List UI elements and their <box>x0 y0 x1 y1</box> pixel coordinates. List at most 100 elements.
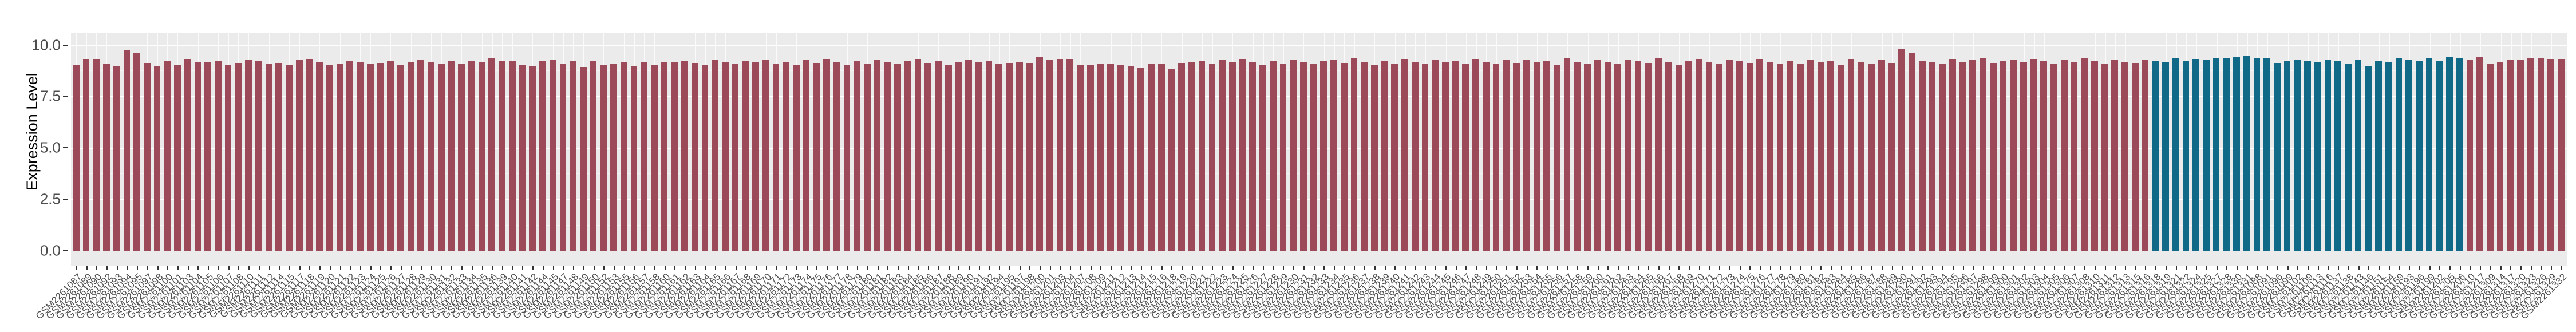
bar[interactable] <box>1980 58 1986 251</box>
bar-cell[interactable] <box>1136 33 1146 251</box>
bar-cell[interactable] <box>2100 33 2110 251</box>
bar-cell[interactable] <box>548 33 558 251</box>
bar-cell[interactable] <box>1045 33 1055 251</box>
bar-cell[interactable] <box>2515 33 2526 251</box>
bar-cell[interactable] <box>700 33 710 251</box>
bar[interactable] <box>2182 60 2190 251</box>
bar[interactable] <box>488 58 496 251</box>
bar-cell[interactable] <box>1318 33 1329 251</box>
bar[interactable] <box>1959 62 1966 251</box>
bar[interactable] <box>2030 58 2037 251</box>
bar[interactable] <box>2101 63 2108 251</box>
bar-cell[interactable] <box>588 33 599 251</box>
bar-cell[interactable] <box>426 33 436 251</box>
bar-cell[interactable] <box>1116 33 1126 251</box>
bar-cell[interactable] <box>1380 33 1390 251</box>
bar-cell[interactable] <box>1440 33 1451 251</box>
bar-cell[interactable] <box>629 33 639 251</box>
bar-cell[interactable] <box>183 33 193 251</box>
bar-cell[interactable] <box>376 33 386 251</box>
bar[interactable] <box>2050 64 2057 251</box>
bar[interactable] <box>1381 60 1388 251</box>
bar[interactable] <box>1046 60 1053 251</box>
bar-cell[interactable] <box>1055 33 1065 251</box>
bar[interactable] <box>945 65 952 251</box>
bar-cell[interactable] <box>1785 33 1795 251</box>
bar-cell[interactable] <box>1004 33 1014 251</box>
bar[interactable] <box>2010 60 2017 251</box>
bar-cell[interactable] <box>497 33 507 251</box>
bar-cell[interactable] <box>2242 33 2252 251</box>
bar[interactable] <box>1006 63 1013 251</box>
bar[interactable] <box>1533 62 1540 251</box>
bar-cell[interactable] <box>659 33 670 251</box>
bar-cell[interactable] <box>2282 33 2293 251</box>
bar[interactable] <box>843 64 851 251</box>
bar[interactable] <box>833 62 840 251</box>
bar-cell[interactable] <box>122 33 132 251</box>
bar-cell[interactable] <box>2404 33 2414 251</box>
bar[interactable] <box>1016 62 1023 251</box>
bar[interactable] <box>1523 60 1530 251</box>
bar-cell[interactable] <box>1176 33 1187 251</box>
bar-cell[interactable] <box>2140 33 2151 251</box>
bar[interactable] <box>2243 56 2250 251</box>
bar[interactable] <box>357 62 364 251</box>
bar[interactable] <box>1797 63 1804 251</box>
bar-cell[interactable] <box>1582 33 1593 251</box>
bar[interactable] <box>1624 59 1631 251</box>
bar[interactable] <box>1056 59 1064 251</box>
bar[interactable] <box>448 61 455 251</box>
bar[interactable] <box>93 59 100 251</box>
bar-cell[interactable] <box>740 33 750 251</box>
bar[interactable] <box>2162 62 2169 251</box>
bar-cell[interactable] <box>406 33 416 251</box>
bar-cell[interactable] <box>1623 33 1633 251</box>
bar-cell[interactable] <box>1593 33 1603 251</box>
bar[interactable] <box>1776 64 1784 251</box>
bar-cell[interactable] <box>2373 33 2384 251</box>
bar[interactable] <box>366 64 374 251</box>
bar[interactable] <box>2202 59 2210 251</box>
bar[interactable] <box>133 52 141 251</box>
bar[interactable] <box>1259 64 1266 251</box>
bar-cell[interactable] <box>923 33 933 251</box>
bar-cell[interactable] <box>1349 33 1360 251</box>
bar-cell[interactable] <box>2181 33 2191 251</box>
bar-cell[interactable] <box>1967 33 1978 251</box>
bar-cell[interactable] <box>1805 33 1816 251</box>
bar[interactable] <box>1726 60 1733 251</box>
bar[interactable] <box>2192 59 2199 251</box>
bar-cell[interactable] <box>2049 33 2059 251</box>
bar-cell[interactable] <box>1309 33 1319 251</box>
bar-cell[interactable] <box>2252 33 2262 251</box>
bar[interactable] <box>864 63 871 251</box>
bar[interactable] <box>153 65 161 251</box>
bar[interactable] <box>1462 64 1469 251</box>
bar-cell[interactable] <box>2059 33 2069 251</box>
bar-cell[interactable] <box>1745 33 1755 251</box>
bar-cell[interactable] <box>1552 33 1562 251</box>
bar-cell[interactable] <box>1096 33 1106 251</box>
bar-cell[interactable] <box>1247 33 1258 251</box>
bar-cell[interactable] <box>1826 33 1836 251</box>
bar-cell[interactable] <box>2201 33 2211 251</box>
bar[interactable] <box>742 61 749 251</box>
bar[interactable] <box>600 65 607 251</box>
bar[interactable] <box>1188 62 1195 251</box>
bar[interactable] <box>914 59 922 251</box>
bar-cell[interactable] <box>1339 33 1349 251</box>
bar[interactable] <box>955 61 962 251</box>
bar[interactable] <box>1492 64 1500 251</box>
bar-cell[interactable] <box>1207 33 1218 251</box>
bar[interactable] <box>2558 58 2565 251</box>
bar[interactable] <box>164 61 171 251</box>
bar-cell[interactable] <box>325 33 335 251</box>
bar-cell[interactable] <box>781 33 791 251</box>
bar[interactable] <box>245 59 252 251</box>
bar[interactable] <box>1716 64 1723 251</box>
bar-cell[interactable] <box>2120 33 2130 251</box>
bar[interactable] <box>1817 62 1824 251</box>
bar-cell[interactable] <box>1532 33 1542 251</box>
bar[interactable] <box>377 62 384 251</box>
